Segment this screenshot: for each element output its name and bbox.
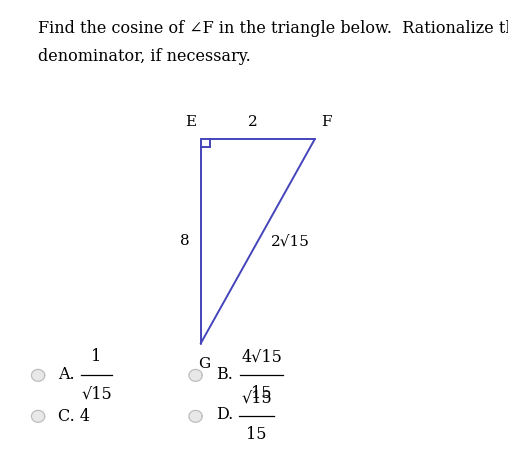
Text: 8: 8 <box>180 234 189 248</box>
Text: C. 4: C. 4 <box>58 408 90 425</box>
Text: √15: √15 <box>81 385 112 402</box>
Text: Find the cosine of ∠F in the triangle below.  Rationalize the: Find the cosine of ∠F in the triangle be… <box>38 20 508 37</box>
Text: A.: A. <box>58 365 75 383</box>
Text: 4√15: 4√15 <box>241 349 282 365</box>
Text: denominator, if necessary.: denominator, if necessary. <box>38 48 251 65</box>
Polygon shape <box>31 410 45 422</box>
Text: G: G <box>199 357 211 371</box>
Text: 15: 15 <box>246 426 267 443</box>
Text: 2: 2 <box>248 115 258 129</box>
Text: √15: √15 <box>241 389 272 406</box>
Polygon shape <box>189 369 202 381</box>
Polygon shape <box>31 369 45 381</box>
Text: F: F <box>321 115 332 129</box>
Text: 2√15: 2√15 <box>271 234 309 248</box>
Text: 1: 1 <box>91 349 102 365</box>
Text: D.: D. <box>216 406 233 424</box>
Text: B.: B. <box>216 365 233 383</box>
Text: 15: 15 <box>251 385 272 402</box>
Polygon shape <box>189 410 202 422</box>
Text: E: E <box>185 115 197 129</box>
